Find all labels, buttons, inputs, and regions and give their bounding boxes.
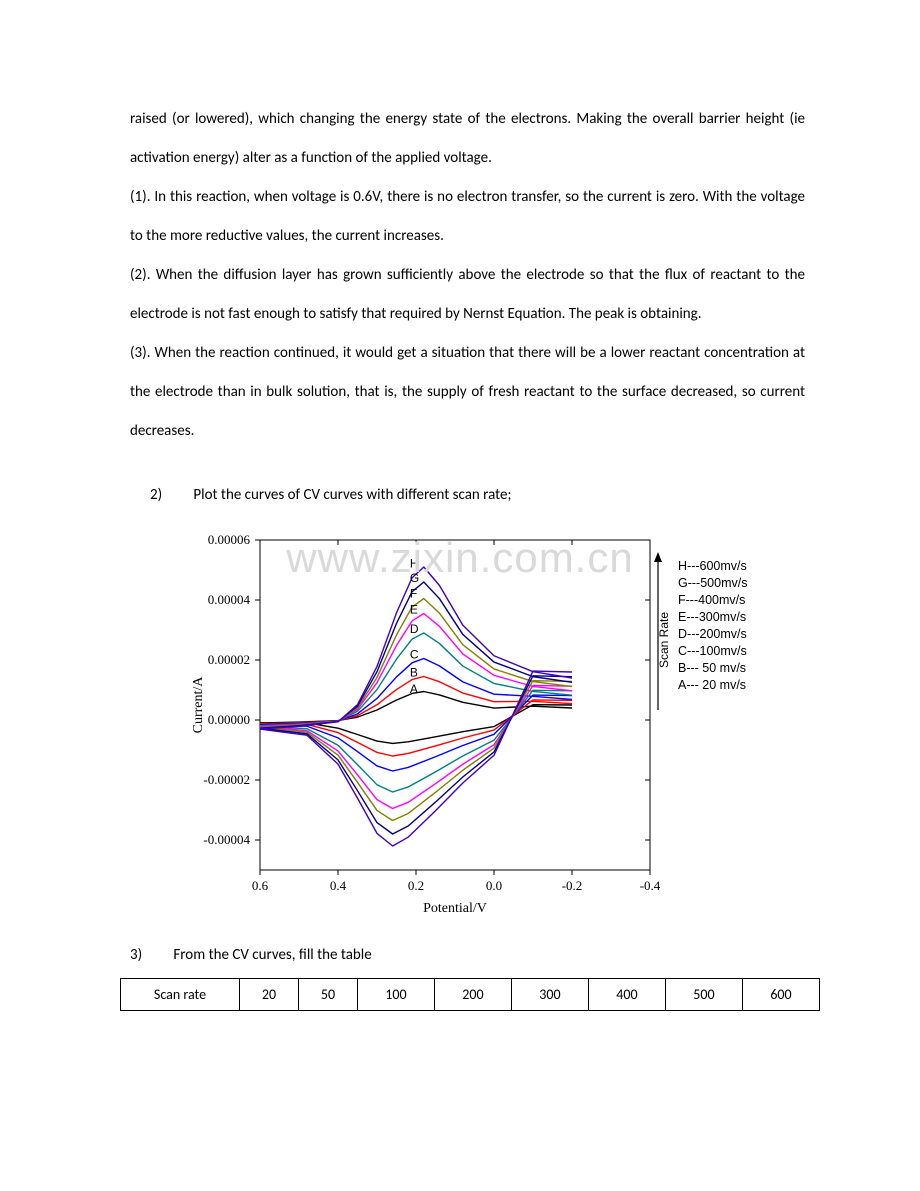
table-cell: 50 [298, 979, 357, 1011]
svg-text:-0.00004: -0.00004 [203, 832, 250, 847]
svg-text:-0.00002: -0.00002 [203, 772, 250, 787]
svg-text:G: G [410, 571, 419, 585]
svg-text:-0.2: -0.2 [562, 878, 583, 893]
svg-text:H: H [410, 557, 419, 571]
table-cell: 600 [742, 979, 819, 1011]
svg-text:Scan Rate: Scan Rate [657, 612, 671, 668]
svg-text:-0.4: -0.4 [640, 878, 661, 893]
svg-text:0.00002: 0.00002 [208, 652, 250, 667]
svg-text:0.0: 0.0 [486, 878, 502, 893]
svg-text:A: A [410, 682, 418, 696]
svg-text:B: B [410, 666, 418, 680]
paragraph-2: (1). In this reaction, when voltage is 0… [130, 178, 805, 256]
svg-text:0.00004: 0.00004 [208, 592, 251, 607]
svg-text:F---400mv/s: F---400mv/s [678, 593, 745, 607]
svg-text:D---200mv/s: D---200mv/s [678, 627, 747, 641]
svg-text:0.4: 0.4 [330, 878, 347, 893]
svg-text:B--- 50 mv/s: B--- 50 mv/s [678, 661, 746, 675]
table-row: Scan rate 20 50 100 200 300 400 500 600 [121, 979, 820, 1011]
svg-text:0.00006: 0.00006 [208, 532, 251, 547]
table-cell: 200 [434, 979, 511, 1011]
svg-text:G---500mv/s: G---500mv/s [678, 576, 747, 590]
scan-rate-table: Scan rate 20 50 100 200 300 400 500 600 [120, 978, 820, 1011]
heading-3: 3) From the CV curves, fill the table [130, 939, 805, 972]
svg-text:C---100mv/s: C---100mv/s [678, 644, 747, 658]
svg-text:A--- 20 mv/s: A--- 20 mv/s [678, 678, 746, 692]
body-text-block: raised (or lowered), which changing the … [130, 100, 805, 451]
scan-rate-table-wrap: Scan rate 20 50 100 200 300 400 500 600 [130, 978, 805, 1011]
paragraph-1: raised (or lowered), which changing the … [130, 100, 805, 178]
svg-text:C: C [410, 648, 419, 662]
svg-text:H---600mv/s: H---600mv/s [678, 559, 747, 573]
cv-chart-svg: 0.6 0.4 0.2 0.0 -0.2 -0.4 Potential/V -0.00004 -… [190, 520, 750, 920]
svg-text:0.6: 0.6 [252, 878, 269, 893]
svg-text:E---300mv/s: E---300mv/s [678, 610, 746, 624]
paragraph-4: (3). When the reaction continued, it wou… [130, 334, 805, 451]
heading-2: 2) Plot the curves of CV curves with dif… [130, 479, 805, 512]
table-header-label: Scan rate [121, 979, 240, 1011]
svg-text:0.2: 0.2 [408, 878, 424, 893]
table-cell: 500 [665, 979, 742, 1011]
svg-text:F: F [410, 587, 417, 601]
heading-2-num: 2) [150, 479, 190, 512]
heading-3-num: 3) [130, 939, 170, 972]
table-cell: 100 [357, 979, 434, 1011]
cv-chart: 0.6 0.4 0.2 0.0 -0.2 -0.4 Potential/V -0.00004 -… [190, 520, 805, 925]
page: www.zixin.com.cn raised (or lowered), wh… [0, 0, 920, 1191]
svg-text:Potential/V: Potential/V [423, 901, 487, 916]
svg-text:E: E [410, 603, 418, 617]
heading-2-text: Plot the curves of CV curves with differ… [193, 486, 511, 504]
table-cell: 20 [240, 979, 299, 1011]
svg-text:0.00000: 0.00000 [208, 712, 250, 727]
heading-3-text: From the CV curves, fill the table [173, 946, 371, 964]
svg-text:Current/A: Current/A [191, 676, 206, 734]
paragraph-3: (2). When the diffusion layer has grown … [130, 256, 805, 334]
table-cell: 300 [511, 979, 588, 1011]
table-cell: 400 [588, 979, 665, 1011]
svg-text:D: D [410, 622, 419, 636]
